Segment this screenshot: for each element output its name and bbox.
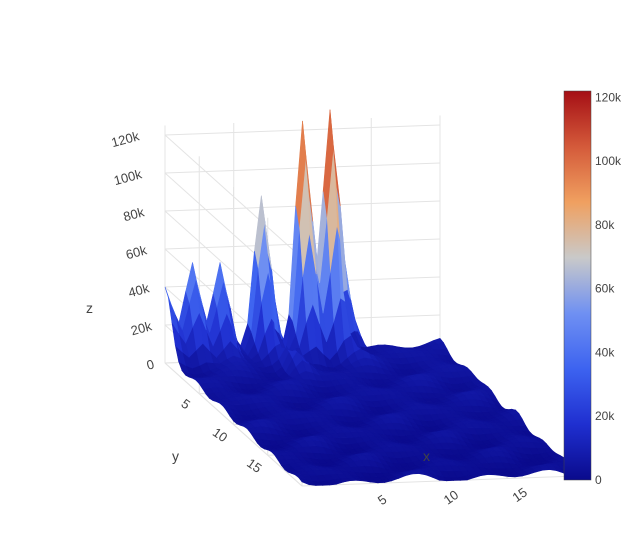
z-tick-label: 120k xyxy=(110,128,142,150)
z-tick-label: 20k xyxy=(129,318,154,338)
y-tick-label: 5 xyxy=(179,396,194,412)
grid-line xyxy=(164,134,303,259)
z-tick-label: 40k xyxy=(127,280,152,300)
x-tick-label: 10 xyxy=(441,487,461,508)
surface-mesh xyxy=(164,109,578,486)
grid-line xyxy=(301,475,578,487)
z-tick-label: 0 xyxy=(145,356,156,372)
z-tick-label: 60k xyxy=(124,242,149,262)
colorbar-tick-label: 60k xyxy=(595,282,615,296)
x-tick-label: 15 xyxy=(509,485,529,506)
colorbar-tick-label: 80k xyxy=(595,218,615,232)
x-axis-title: x xyxy=(423,448,430,464)
grid-line xyxy=(164,210,303,335)
colorbar-tick-label: 0 xyxy=(595,473,602,487)
colorbar-tick-label: 40k xyxy=(595,345,615,359)
colorbar-ticks: 0 20k 40k 60k 80k 100k 120k xyxy=(595,90,622,487)
z-tick-label: 100k xyxy=(112,166,144,188)
colorbar-tick-label: 100k xyxy=(595,154,622,168)
y-tick-label: 10 xyxy=(210,425,230,446)
colorbar: 0 20k 40k 60k 80k 100k 120k xyxy=(563,90,622,487)
x-tick-label: 5 xyxy=(375,492,390,508)
z-tick-label: 80k xyxy=(122,204,147,224)
surface-cell xyxy=(164,286,176,316)
grid-line xyxy=(164,172,303,297)
colorbar-tick-label: 120k xyxy=(595,90,622,104)
colorbar-tick-label: 20k xyxy=(595,409,615,423)
y-axis-title: y xyxy=(172,448,179,464)
z-axis-title: z xyxy=(86,300,93,316)
y-tick-label: 15 xyxy=(244,455,264,476)
colorbar-bar xyxy=(563,90,592,481)
axis-titles: x y z xyxy=(86,300,430,464)
